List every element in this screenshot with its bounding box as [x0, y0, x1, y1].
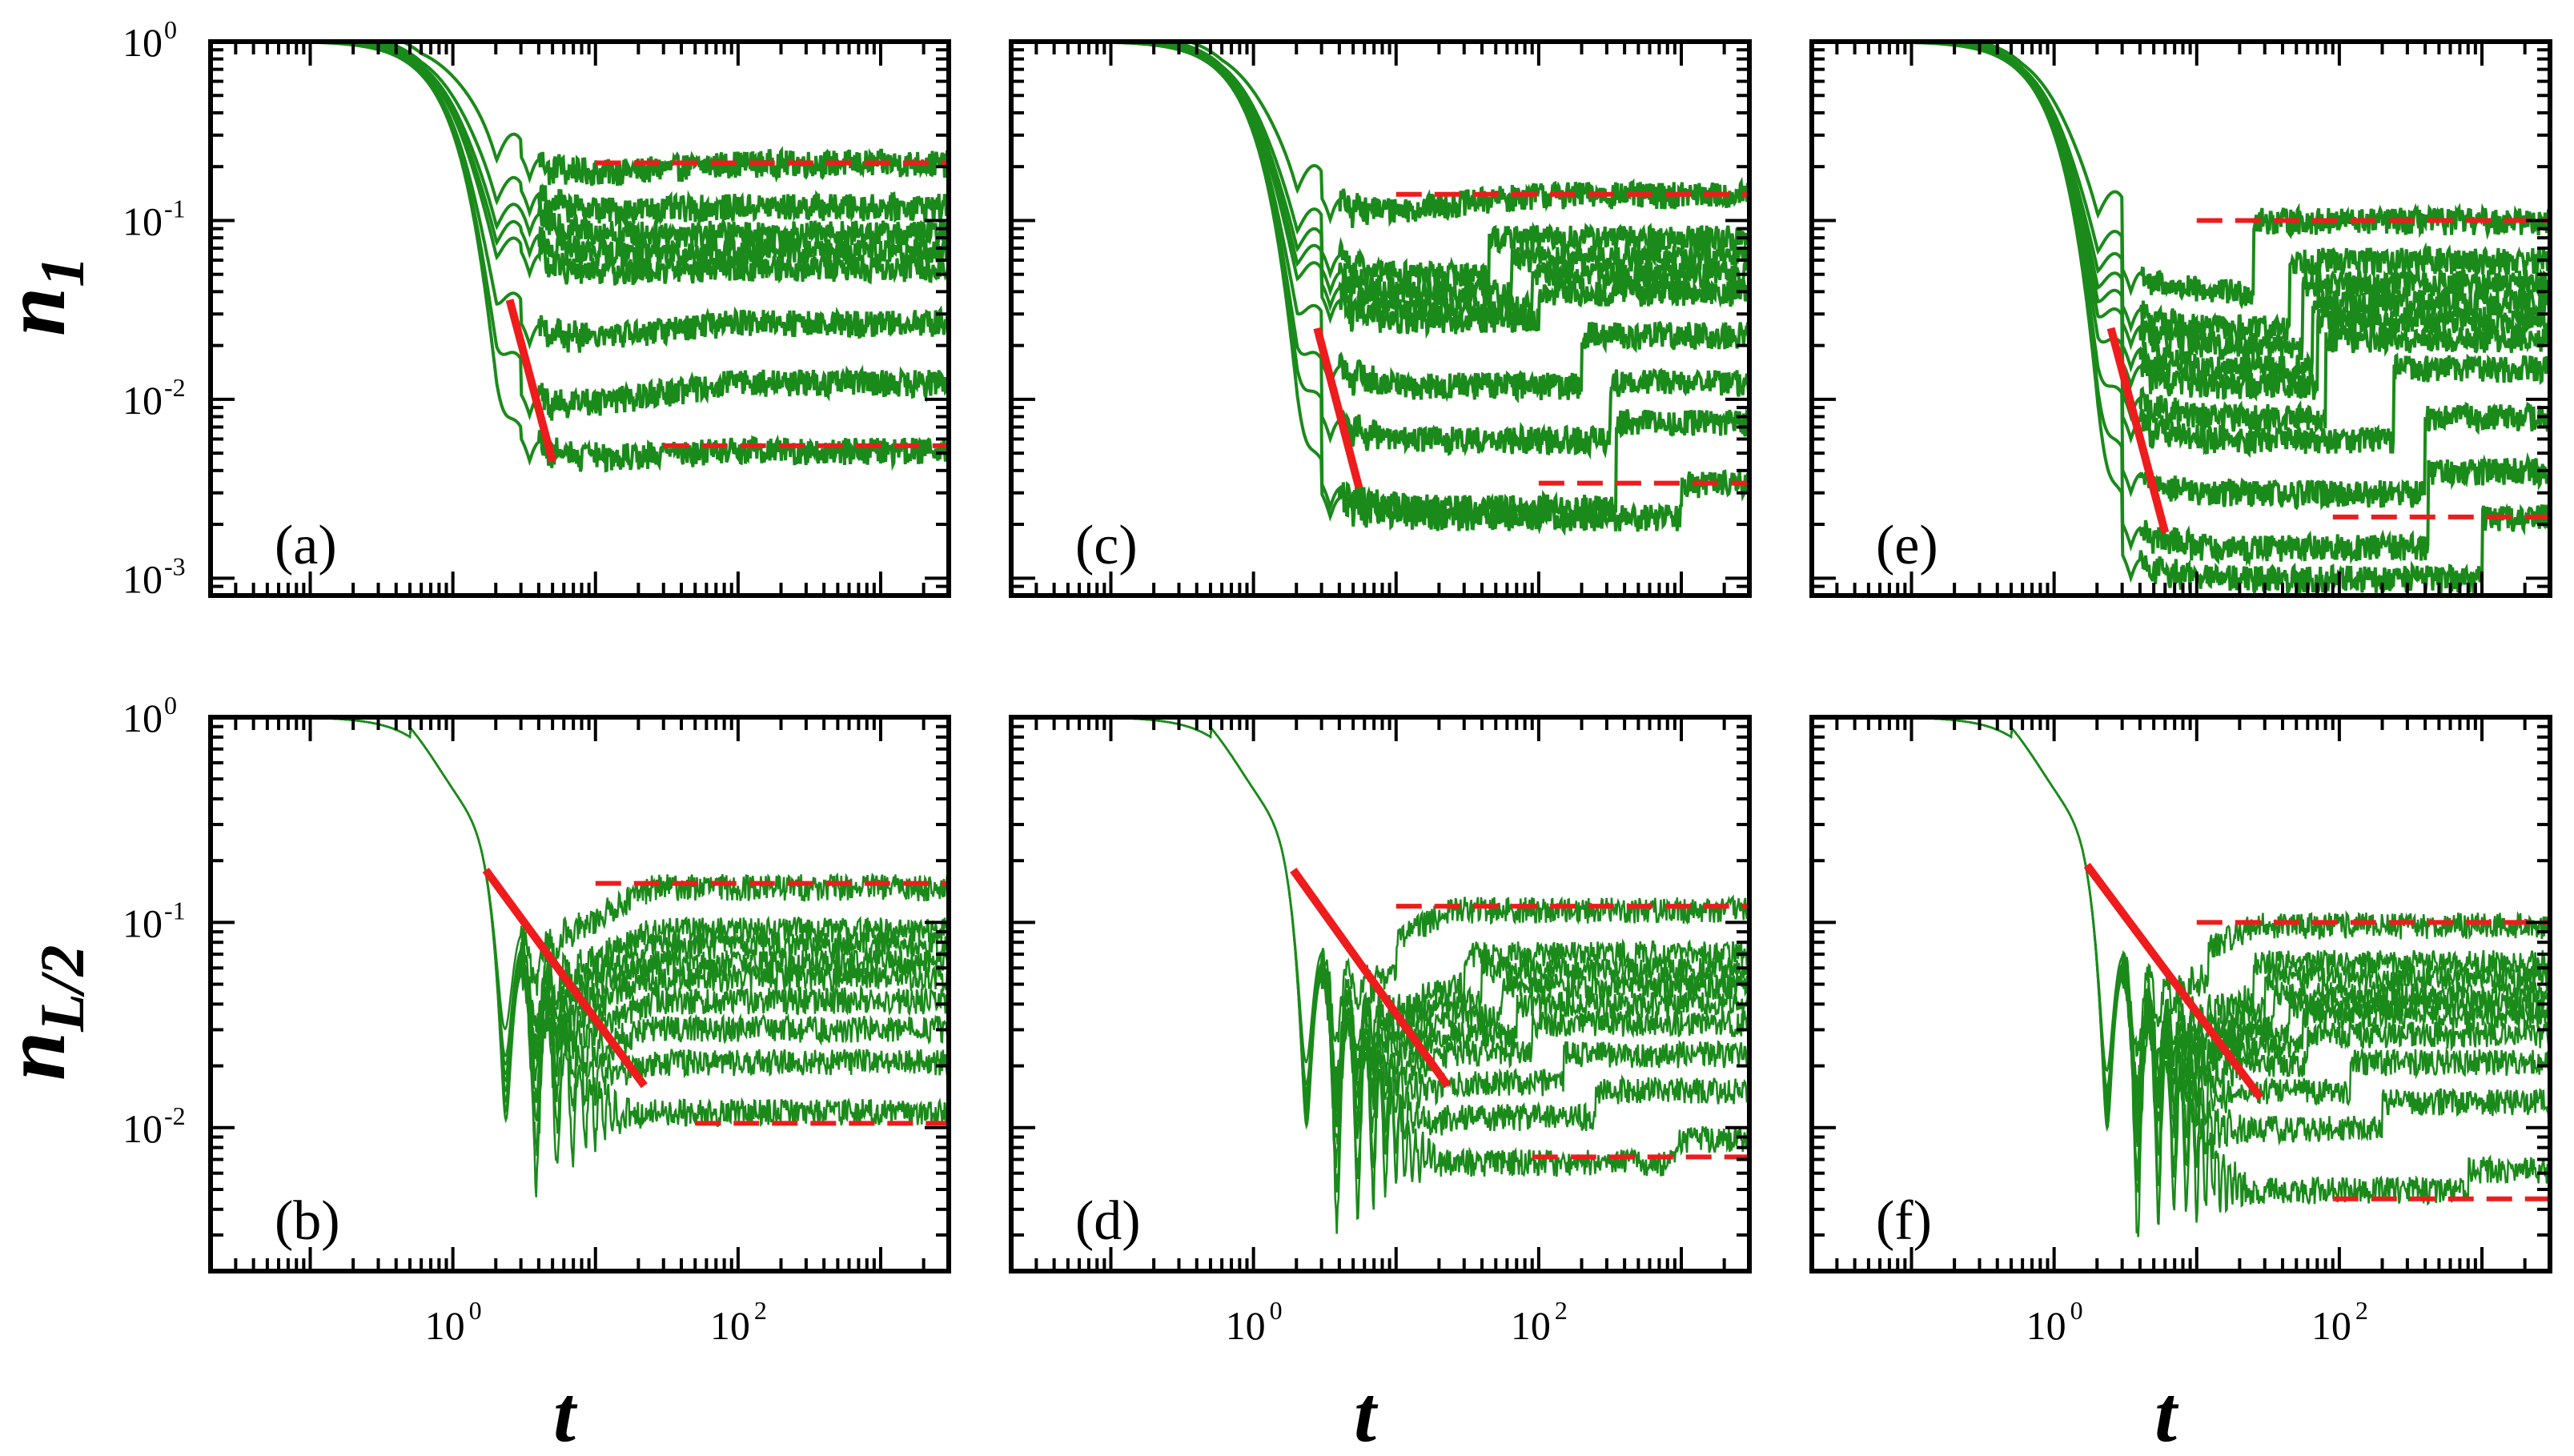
ticks-f	[1810, 716, 2552, 1273]
series-e-level-5	[1812, 42, 2550, 402]
ytick-exp-a-2: -2	[164, 373, 186, 402]
y-axis-label-bottom: nL/2	[0, 945, 97, 1081]
frame-b	[208, 715, 951, 1273]
fit-line-c-0	[1313, 327, 1363, 489]
fit-line-d-0	[1290, 868, 1452, 1089]
xtick-label-f-1: 10	[2311, 1303, 2351, 1348]
frame-c	[1009, 39, 1752, 598]
xtick-exp-f-1: 2	[2355, 1296, 2368, 1325]
frame-f	[1809, 715, 2552, 1273]
ytick-exp-a-3: -3	[164, 552, 186, 580]
xtick-exp-d-1: 2	[1555, 1296, 1568, 1325]
series-c-level-6	[1011, 42, 1749, 403]
ticks-c	[1010, 40, 1751, 597]
series-a-level-6	[211, 42, 949, 353]
ytick-exp-b-0: 0	[164, 691, 177, 720]
xtick-exp-b-0: 0	[469, 1296, 482, 1325]
series-a-level-5	[211, 42, 949, 286]
ytick-label-b-1: 10	[122, 900, 163, 945]
panel-label-c: (c)	[1075, 515, 1138, 576]
panel-e: (e)	[1809, 39, 2552, 598]
ytick-label-a-1: 10	[122, 199, 163, 243]
ticks-a	[209, 40, 950, 597]
ytick-label-b-2: 10	[122, 1106, 163, 1151]
series-c-level-2	[1011, 42, 1749, 294]
ytick-label-a-3: 10	[122, 556, 163, 601]
series-a-level-2	[211, 42, 949, 227]
panel-b: 10 010 -110 -210 0 10 2(b)	[122, 691, 951, 1348]
xtick-label-b-1: 10	[710, 1303, 750, 1348]
y-axis-label-top-sub: 1	[27, 256, 97, 287]
x-axis-label-d: t	[1354, 1370, 1379, 1456]
panel-f: 10 0 10 2(f)	[1809, 715, 2552, 1348]
fit-line-b-0	[482, 867, 648, 1089]
series-e-level-1	[1812, 42, 2550, 310]
series-c-level-3	[1011, 42, 1749, 307]
fit-line-a-0	[505, 299, 556, 463]
x-axis-label-f: t	[2154, 1370, 2179, 1456]
series-a-level-1	[211, 42, 949, 187]
fit-line-f-0	[2083, 862, 2264, 1101]
ticks-b	[209, 716, 950, 1273]
xtick-label-f-0: 10	[2026, 1303, 2066, 1348]
ticks-d	[1010, 716, 1751, 1273]
xtick-exp-f-0: 0	[2070, 1296, 2083, 1325]
xtick-label-d-1: 10	[1511, 1303, 1551, 1348]
curves-b	[211, 717, 949, 1197]
panel-label-d: (d)	[1075, 1190, 1141, 1252]
panel-label-f: (f)	[1876, 1190, 1932, 1252]
series-c-level-5	[1011, 42, 1749, 339]
panel-label-b: (b)	[275, 1190, 340, 1252]
series-c-level-1	[1011, 42, 1749, 228]
ticks-e	[1810, 40, 2552, 597]
ytick-exp-b-2: -2	[164, 1101, 186, 1130]
panel-label-e: (e)	[1876, 515, 1938, 576]
ytick-label-a-2: 10	[122, 378, 163, 423]
series-b-level-6	[211, 717, 949, 1103]
curves-c	[1011, 42, 1749, 536]
ytick-label-a-0: 10	[122, 20, 163, 65]
panel-label-a: (a)	[275, 515, 337, 576]
ytick-exp-b-1: -1	[164, 896, 186, 925]
series-f-level-10	[1812, 717, 2550, 1237]
frame-d	[1009, 715, 1752, 1273]
curves-a	[211, 42, 949, 473]
y-axis-label-bottom-base: n	[0, 1032, 83, 1081]
y-axis-label-top: n1	[0, 256, 97, 336]
ytick-exp-a-0: 0	[164, 15, 177, 44]
xtick-exp-b-1: 2	[754, 1296, 767, 1325]
series-f-level-9	[1812, 717, 2550, 1193]
fit-line-e-0	[2106, 327, 2170, 534]
curves-d	[1011, 717, 1749, 1234]
xtick-exp-d-0: 0	[1270, 1296, 1283, 1325]
xtick-label-d-0: 10	[1226, 1303, 1266, 1348]
frame-a	[208, 39, 951, 598]
ytick-label-b-0: 10	[122, 696, 163, 740]
curves-e	[1812, 42, 2550, 596]
panel-d: 10 0 10 2(d)	[1009, 715, 1752, 1348]
panel-c: (c)	[1009, 39, 1752, 598]
x-axis-label-b: t	[553, 1370, 578, 1456]
y-axis-label-bottom-sub: L/2	[27, 945, 97, 1032]
xtick-label-b-0: 10	[425, 1303, 465, 1348]
curves-f	[1812, 717, 2550, 1237]
y-axis-label-top-base: n	[0, 287, 83, 336]
ytick-exp-a-1: -1	[164, 194, 186, 223]
frame-e	[1809, 39, 2552, 598]
